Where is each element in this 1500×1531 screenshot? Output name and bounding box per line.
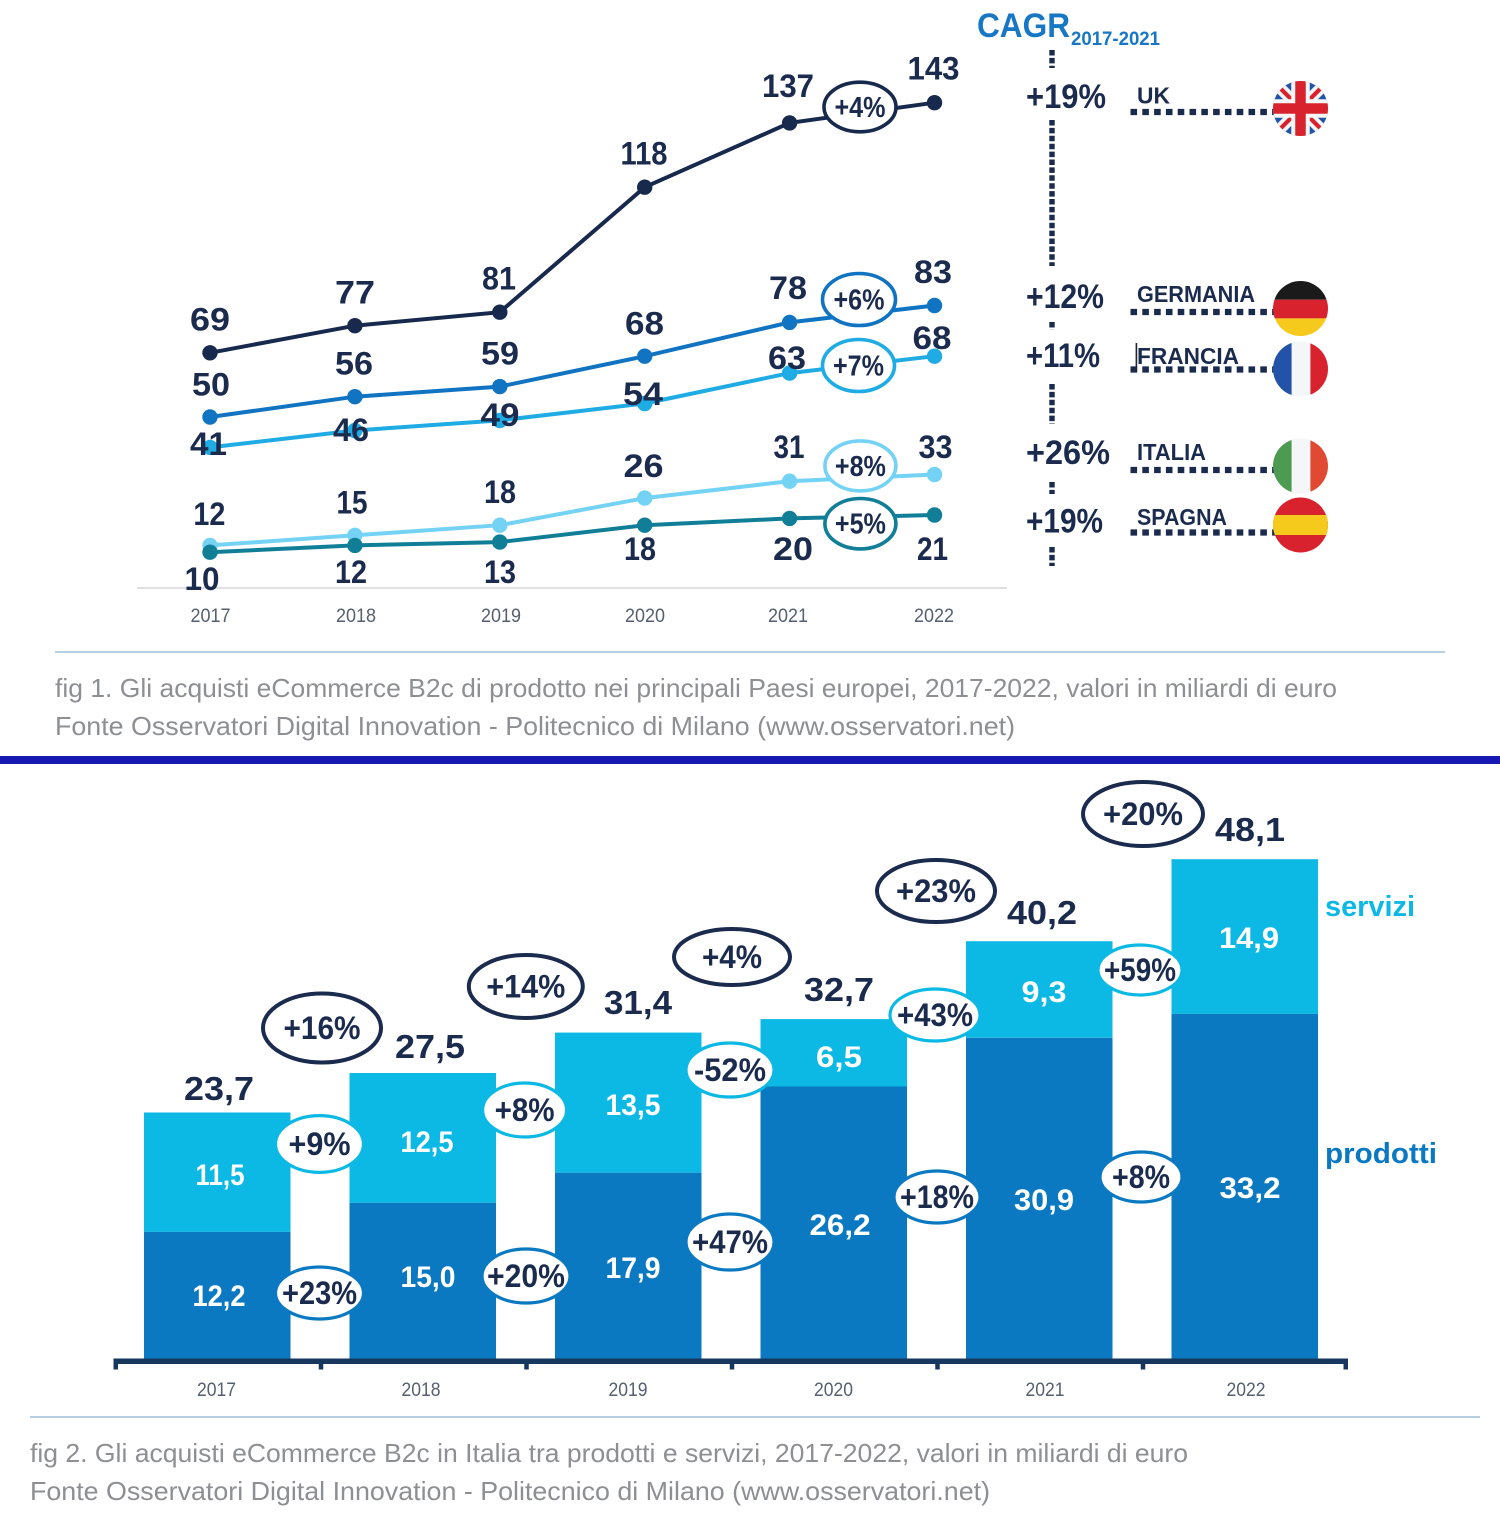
svg-text:+8%: +8% xyxy=(495,1092,555,1128)
svg-text:143: 143 xyxy=(908,51,960,87)
svg-text:50: 50 xyxy=(192,367,230,403)
svg-text:+16%: +16% xyxy=(284,1010,361,1046)
svg-text:2017: 2017 xyxy=(191,606,231,627)
svg-text:2020: 2020 xyxy=(625,606,665,627)
svg-text:2022: 2022 xyxy=(914,606,954,627)
svg-text:26,2: 26,2 xyxy=(810,1209,871,1242)
svg-text:2017: 2017 xyxy=(197,1380,236,1401)
svg-text:17,9: 17,9 xyxy=(606,1252,661,1285)
svg-text:CAGR: CAGR xyxy=(977,7,1070,45)
svg-text:27,5: 27,5 xyxy=(395,1028,465,1065)
svg-text:+43%: +43% xyxy=(897,997,973,1033)
svg-text:+5%: +5% xyxy=(835,509,886,541)
svg-text:13: 13 xyxy=(484,554,516,590)
svg-text:2022: 2022 xyxy=(1227,1380,1266,1401)
svg-text:56: 56 xyxy=(335,346,373,382)
svg-text:GERMANIA: GERMANIA xyxy=(1137,281,1255,307)
svg-text:30,9: 30,9 xyxy=(1014,1184,1074,1217)
svg-text:UK: UK xyxy=(1137,83,1170,109)
svg-text:2020: 2020 xyxy=(814,1380,853,1401)
svg-text:78: 78 xyxy=(769,270,807,306)
svg-text:33: 33 xyxy=(919,429,953,465)
svg-text:48,1: 48,1 xyxy=(1215,811,1285,848)
svg-text:31: 31 xyxy=(774,429,805,465)
svg-text:+20%: +20% xyxy=(1103,796,1183,832)
svg-text:40,2: 40,2 xyxy=(1007,894,1077,931)
svg-text:+9%: +9% xyxy=(289,1126,351,1162)
svg-text:18: 18 xyxy=(484,474,516,510)
svg-text:68: 68 xyxy=(913,320,952,356)
svg-text:20: 20 xyxy=(773,531,813,567)
svg-text:FRANCIA: FRANCIA xyxy=(1137,343,1239,369)
svg-text:12: 12 xyxy=(193,496,225,532)
svg-text:6,5: 6,5 xyxy=(816,1041,862,1074)
svg-text:12: 12 xyxy=(335,554,367,590)
svg-text:83: 83 xyxy=(914,254,952,290)
svg-text:+47%: +47% xyxy=(692,1224,768,1260)
svg-text:81: 81 xyxy=(482,261,516,297)
svg-text:18: 18 xyxy=(624,531,656,567)
svg-text:12,5: 12,5 xyxy=(401,1126,454,1159)
svg-text:11,5: 11,5 xyxy=(196,1159,245,1192)
svg-text:21: 21 xyxy=(917,531,948,567)
svg-text:fig 2. Gli acquisti eCommerce: fig 2. Gli acquisti eCommerce B2c in Ita… xyxy=(30,1438,1188,1468)
svg-text:54: 54 xyxy=(623,376,663,412)
svg-text:fig 1. Gli acquisti eCommerce: fig 1. Gli acquisti eCommerce B2c di pro… xyxy=(55,673,1337,703)
svg-text:2021: 2021 xyxy=(768,606,808,627)
svg-text:2018: 2018 xyxy=(336,606,376,627)
svg-text:13,5: 13,5 xyxy=(606,1089,661,1122)
svg-text:Fonte Osservatori Digital Inno: Fonte Osservatori Digital Innovation - P… xyxy=(55,711,1015,741)
svg-text:9,3: 9,3 xyxy=(1022,976,1067,1009)
svg-text:-52%: -52% xyxy=(694,1052,766,1088)
svg-text:32,7: 32,7 xyxy=(804,971,874,1008)
svg-text:2017-2021: 2017-2021 xyxy=(1071,29,1160,50)
svg-text:prodotti: prodotti xyxy=(1325,1138,1437,1170)
svg-text:41: 41 xyxy=(190,426,227,462)
svg-text:31,4: 31,4 xyxy=(604,984,673,1021)
svg-text:137: 137 xyxy=(762,68,814,104)
svg-text:+4%: +4% xyxy=(835,92,886,124)
svg-text:+26%: +26% xyxy=(1026,434,1110,472)
svg-text:Fonte Osservatori Digital Inno: Fonte Osservatori Digital Innovation - P… xyxy=(30,1476,990,1506)
svg-text:+59%: +59% xyxy=(1104,952,1176,988)
svg-text:+8%: +8% xyxy=(1112,1159,1170,1195)
svg-text:33,2: 33,2 xyxy=(1220,1172,1281,1205)
svg-text:+11%: +11% xyxy=(1026,337,1100,375)
svg-text:2019: 2019 xyxy=(609,1380,648,1401)
svg-text:+7%: +7% xyxy=(833,351,884,383)
svg-text:+23%: +23% xyxy=(282,1275,357,1311)
svg-text:26: 26 xyxy=(624,448,664,484)
svg-text:+4%: +4% xyxy=(702,939,762,975)
svg-text:14,9: 14,9 xyxy=(1219,922,1279,955)
svg-text:118: 118 xyxy=(621,136,668,172)
svg-text:10: 10 xyxy=(185,561,220,597)
svg-text:+19%: +19% xyxy=(1026,78,1106,116)
svg-text:2021: 2021 xyxy=(1026,1380,1065,1401)
svg-text:59: 59 xyxy=(481,336,519,372)
svg-text:23,7: 23,7 xyxy=(184,1070,254,1107)
svg-text:+19%: +19% xyxy=(1026,503,1103,541)
svg-text:2019: 2019 xyxy=(481,606,521,627)
svg-text:+14%: +14% xyxy=(486,969,565,1005)
svg-text:69: 69 xyxy=(190,302,230,338)
svg-text:+20%: +20% xyxy=(487,1258,565,1294)
svg-text:SPAGNA: SPAGNA xyxy=(1137,504,1227,530)
svg-text:15: 15 xyxy=(337,484,368,520)
svg-text:68: 68 xyxy=(625,306,664,342)
svg-text:ITALIA: ITALIA xyxy=(1137,439,1206,465)
svg-text:15,0: 15,0 xyxy=(401,1261,456,1294)
svg-text:+12%: +12% xyxy=(1026,278,1104,316)
svg-text:+18%: +18% xyxy=(900,1179,974,1215)
svg-text:2018: 2018 xyxy=(402,1380,441,1401)
svg-text:+6%: +6% xyxy=(834,285,885,317)
svg-text:63: 63 xyxy=(768,340,806,376)
svg-text:77: 77 xyxy=(335,275,375,311)
svg-text:+8%: +8% xyxy=(835,451,886,483)
svg-text:servizi: servizi xyxy=(1325,891,1415,923)
svg-text:46: 46 xyxy=(333,412,369,448)
svg-text:+23%: +23% xyxy=(896,873,976,909)
svg-text:12,2: 12,2 xyxy=(193,1280,246,1313)
svg-text:49: 49 xyxy=(481,397,520,433)
